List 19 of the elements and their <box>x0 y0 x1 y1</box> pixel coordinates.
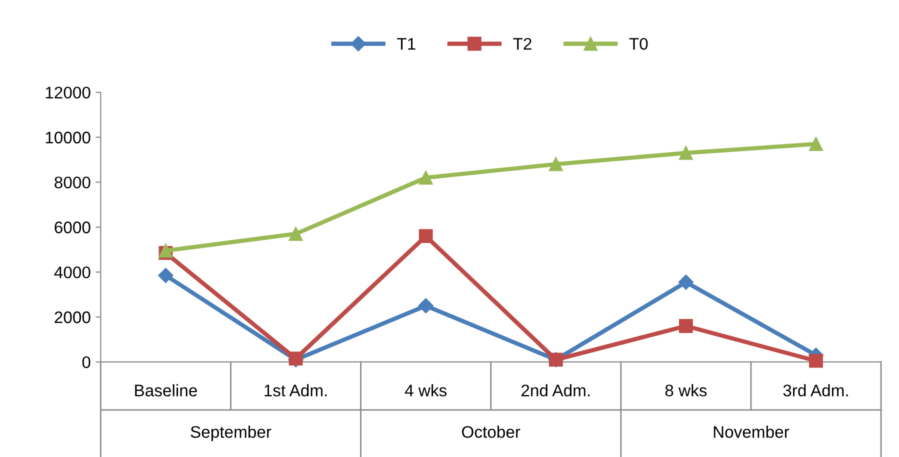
text: October <box>462 426 520 438</box>
x-tick-label: Baseline <box>135 384 197 396</box>
y-tick-label: 2000 <box>54 311 90 324</box>
x-tick-label: 8 wks <box>665 384 707 396</box>
x-tick-label: 2nd Adm. <box>522 384 590 396</box>
x-tick-label: 4 wks <box>404 384 447 396</box>
x-tick-label: 3rd Adm. <box>783 384 848 396</box>
y-tick-label: 0 <box>82 356 90 368</box>
y-tick-label: 10000 <box>46 132 90 144</box>
text: September <box>190 426 272 442</box>
y-tick-label: 6000 <box>54 222 90 234</box>
legend-label: T0 <box>629 38 648 50</box>
x-tick-label: 1st Adm. <box>264 384 327 396</box>
y-tick-label: 12000 <box>46 86 90 99</box>
y-tick-label: 8000 <box>54 176 90 188</box>
legend-label: T1 <box>397 38 416 50</box>
legend-label: T2 <box>513 38 532 50</box>
y-tick-label: 4000 <box>54 266 90 278</box>
text: November <box>714 426 790 438</box>
